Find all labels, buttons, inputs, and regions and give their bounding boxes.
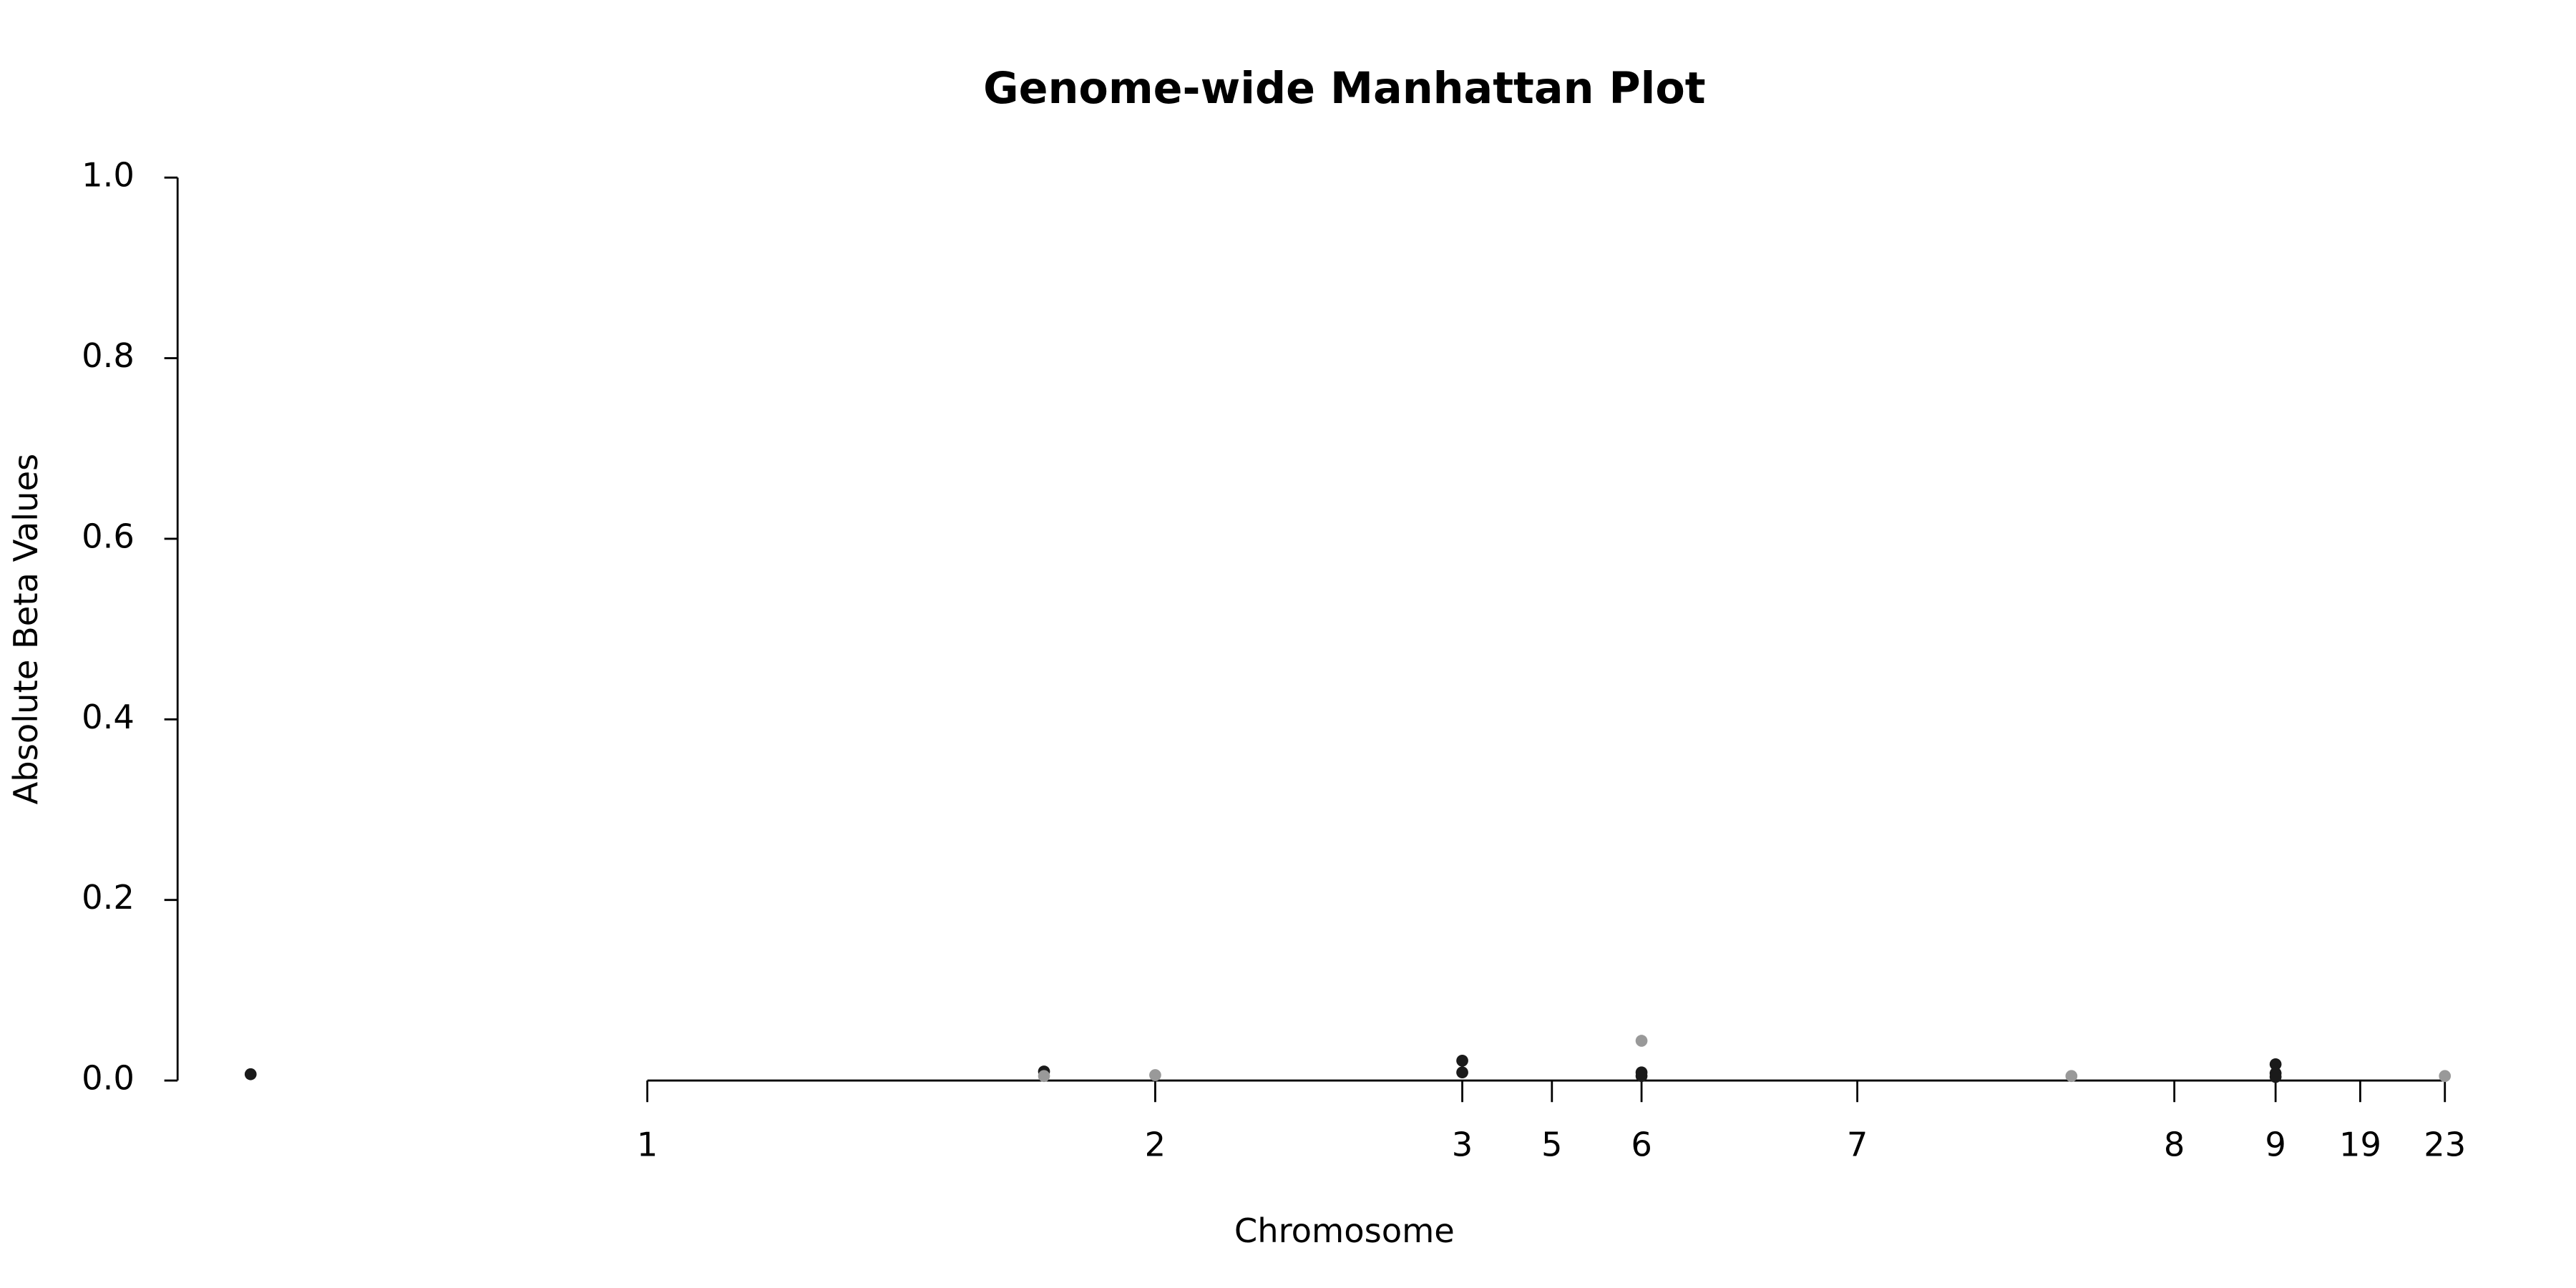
point: [244, 1068, 257, 1080]
y-tick-label: 0.4: [82, 698, 135, 736]
point: [1456, 1066, 1468, 1079]
y-tick-label: 1.0: [82, 156, 135, 195]
point: [1038, 1070, 1050, 1083]
x-axis-label: Chromosome: [1234, 1211, 1455, 1250]
x-tick-label: 23: [2424, 1125, 2466, 1163]
point: [2269, 1058, 2282, 1070]
x-tick-label: 9: [2265, 1125, 2286, 1163]
x-tick-label: 1: [637, 1125, 658, 1163]
point: [1635, 1035, 1648, 1047]
x-tick-label: 3: [1452, 1125, 1473, 1163]
point: [1635, 1070, 1648, 1083]
chart-title: Genome-wide Manhattan Plot: [983, 64, 1706, 114]
x-tick-label: 19: [2339, 1125, 2381, 1163]
y-tick-label: 0.8: [82, 336, 135, 375]
y-tick-label: 0.2: [82, 878, 135, 917]
point: [1456, 1054, 1468, 1067]
point: [2269, 1070, 2282, 1083]
x-tick-label: 7: [1847, 1125, 1868, 1163]
x-tick-label: 8: [2164, 1125, 2185, 1163]
y-axis-label: Absolute Beta Values: [6, 454, 45, 805]
point: [1149, 1069, 1161, 1081]
x-tick-label: 6: [1631, 1125, 1652, 1163]
y-tick-label: 0.0: [82, 1059, 135, 1098]
point: [2439, 1070, 2451, 1083]
x-tick-label: 2: [1145, 1125, 1166, 1163]
x-tick-label: 5: [1541, 1125, 1563, 1163]
y-tick-label: 0.6: [82, 517, 135, 555]
point: [2065, 1070, 2078, 1083]
